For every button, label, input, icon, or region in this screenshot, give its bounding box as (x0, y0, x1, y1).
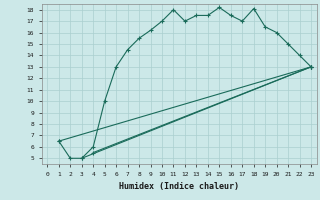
X-axis label: Humidex (Indice chaleur): Humidex (Indice chaleur) (119, 182, 239, 191)
